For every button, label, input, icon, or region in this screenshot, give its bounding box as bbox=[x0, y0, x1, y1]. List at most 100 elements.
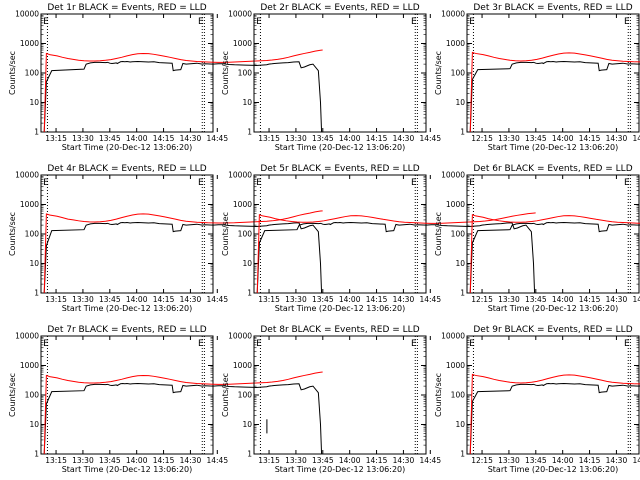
series-line-lld bbox=[469, 51, 640, 133]
x-axis-title: Start Time (20-Dec-12 13:06:20) bbox=[488, 143, 619, 152]
y-tick-label: 10 bbox=[242, 98, 252, 107]
y-tick-label: 10 bbox=[242, 259, 252, 268]
x-tick-label: 14:15 bbox=[366, 134, 388, 143]
series-line-events bbox=[43, 383, 323, 455]
x-tick-label: 14:15 bbox=[153, 456, 175, 465]
y-axis-title: Counts/sec bbox=[221, 373, 230, 417]
x-tick-label: 14:45 bbox=[632, 456, 640, 465]
panel-title: Det 9r BLACK = Events, RED = LLD bbox=[473, 325, 632, 335]
x-tick-label: 14:15 bbox=[579, 295, 601, 304]
event-marker-label: E bbox=[256, 339, 262, 349]
x-tick-label: 13:45 bbox=[312, 134, 334, 143]
x-tick-label: 13:45 bbox=[99, 134, 121, 143]
series-line-events bbox=[43, 61, 323, 133]
x-tick-label: 13:15 bbox=[258, 295, 280, 304]
event-marker-label: E bbox=[43, 178, 49, 188]
x-tick-label: 12:15 bbox=[471, 456, 493, 465]
y-tick-label: 10 bbox=[29, 98, 39, 107]
x-tick-label: 14:15 bbox=[366, 295, 388, 304]
y-tick-label: 100 bbox=[25, 69, 40, 78]
x-axis-title: Start Time (20-Dec-12 13:06:20) bbox=[62, 304, 193, 313]
x-tick-label: 14:30 bbox=[606, 295, 628, 304]
y-tick-label: 10 bbox=[455, 98, 465, 107]
y-axis-title: Counts/sec bbox=[221, 51, 230, 95]
y-tick-label: 1 bbox=[247, 128, 252, 137]
y-tick-label: 1000 bbox=[20, 361, 39, 370]
x-tick-label: 13:30 bbox=[498, 456, 520, 465]
x-tick-label: 14:15 bbox=[366, 456, 388, 465]
plot-frame bbox=[253, 13, 427, 133]
x-tick-label: 14:45 bbox=[632, 134, 640, 143]
panel-det-5: Det 5r BLACK = Events, RED = LLD 1 10 100 10… bbox=[221, 164, 536, 313]
x-tick-label: 14:00 bbox=[339, 134, 361, 143]
panel-det-7: Det 7r BLACK = Events, RED = LLD 1 10 100 10… bbox=[8, 325, 323, 474]
panel-det-4: Det 4r BLACK = Events, RED = LLD 1 10 100 10… bbox=[8, 164, 323, 313]
y-tick-label: 100 bbox=[451, 391, 466, 400]
x-tick-label: 13:15 bbox=[45, 134, 67, 143]
y-tick-label: 10000 bbox=[228, 10, 252, 19]
event-marker-label: E bbox=[256, 178, 262, 188]
plot-frame bbox=[466, 335, 640, 455]
series-line-events bbox=[43, 222, 323, 294]
x-tick-label: 14:00 bbox=[126, 295, 148, 304]
y-axis-title: Counts/sec bbox=[8, 51, 17, 95]
x-tick-label: 14:00 bbox=[126, 134, 148, 143]
series-line-lld bbox=[256, 212, 536, 294]
plot-frame bbox=[40, 13, 214, 133]
y-tick-label: 1 bbox=[34, 128, 39, 137]
y-tick-label: 1 bbox=[34, 289, 39, 298]
x-tick-label: 14:45 bbox=[632, 295, 640, 304]
x-tick-label: 14:45 bbox=[206, 295, 228, 304]
panel-title: Det 3r BLACK = Events, RED = LLD bbox=[473, 3, 632, 13]
x-tick-label: 13:30 bbox=[72, 456, 94, 465]
x-tick-label: 14:30 bbox=[180, 456, 202, 465]
y-tick-label: 100 bbox=[451, 230, 466, 239]
x-tick-label: 14:30 bbox=[393, 295, 415, 304]
y-tick-label: 1000 bbox=[446, 361, 465, 370]
x-tick-label: 13:45 bbox=[312, 295, 334, 304]
x-axis-title: Start Time (20-Dec-12 13:06:20) bbox=[62, 465, 193, 474]
panel-det-1: Det 1r BLACK = Events, RED = LLD 1 10 100 10… bbox=[8, 3, 323, 152]
x-axis-title: Start Time (20-Dec-12 13:06:20) bbox=[275, 304, 406, 313]
x-tick-label: 14:30 bbox=[393, 134, 415, 143]
series-line-lld bbox=[43, 371, 323, 455]
y-tick-label: 10 bbox=[29, 420, 39, 429]
y-tick-label: 10000 bbox=[15, 10, 39, 19]
event-marker-label: E bbox=[198, 17, 204, 27]
event-marker-label: E bbox=[411, 339, 417, 349]
y-tick-label: 100 bbox=[238, 69, 253, 78]
event-marker-label: E bbox=[411, 17, 417, 27]
event-marker-label: E bbox=[624, 17, 630, 27]
x-axis-title: Start Time (20-Dec-12 13:06:20) bbox=[488, 465, 619, 474]
x-tick-label: 13:15 bbox=[258, 456, 280, 465]
y-axis-title: Counts/sec bbox=[434, 212, 443, 256]
plot-frame bbox=[253, 174, 427, 294]
y-tick-label: 10000 bbox=[15, 171, 39, 180]
x-tick-label: 13:30 bbox=[285, 456, 307, 465]
x-tick-label: 13:30 bbox=[72, 134, 94, 143]
series-line-events bbox=[256, 222, 536, 294]
x-tick-label: 14:00 bbox=[552, 456, 574, 465]
event-marker-label: E bbox=[43, 17, 49, 27]
y-axis-title: Counts/sec bbox=[221, 212, 230, 256]
panel-title: Det 7r BLACK = Events, RED = LLD bbox=[47, 325, 206, 335]
x-tick-label: 13:45 bbox=[312, 456, 334, 465]
x-tick-label: 14:45 bbox=[419, 295, 441, 304]
x-tick-label: 14:30 bbox=[606, 134, 628, 143]
panel-det-6: Det 6r BLACK = Events, RED = LLD 1 10 100 10… bbox=[434, 164, 640, 313]
series-line-events bbox=[469, 383, 640, 455]
x-tick-label: 12:15 bbox=[471, 295, 493, 304]
event-marker-label: E bbox=[469, 339, 475, 349]
event-marker-label: E bbox=[624, 178, 630, 188]
y-tick-label: 10 bbox=[29, 259, 39, 268]
y-axis-title: Counts/sec bbox=[8, 212, 17, 256]
event-marker-label: E bbox=[198, 178, 204, 188]
event-marker-label: E bbox=[43, 339, 49, 349]
x-tick-label: 13:15 bbox=[258, 134, 280, 143]
x-tick-label: 14:45 bbox=[206, 134, 228, 143]
event-marker-label: E bbox=[411, 178, 417, 188]
panel-det-8: Det 8r BLACK = Events, RED = LLD 1 10 100 10… bbox=[221, 325, 441, 474]
y-tick-label: 10000 bbox=[441, 171, 465, 180]
y-axis-title: Counts/sec bbox=[8, 373, 17, 417]
plot-frame bbox=[40, 335, 214, 455]
